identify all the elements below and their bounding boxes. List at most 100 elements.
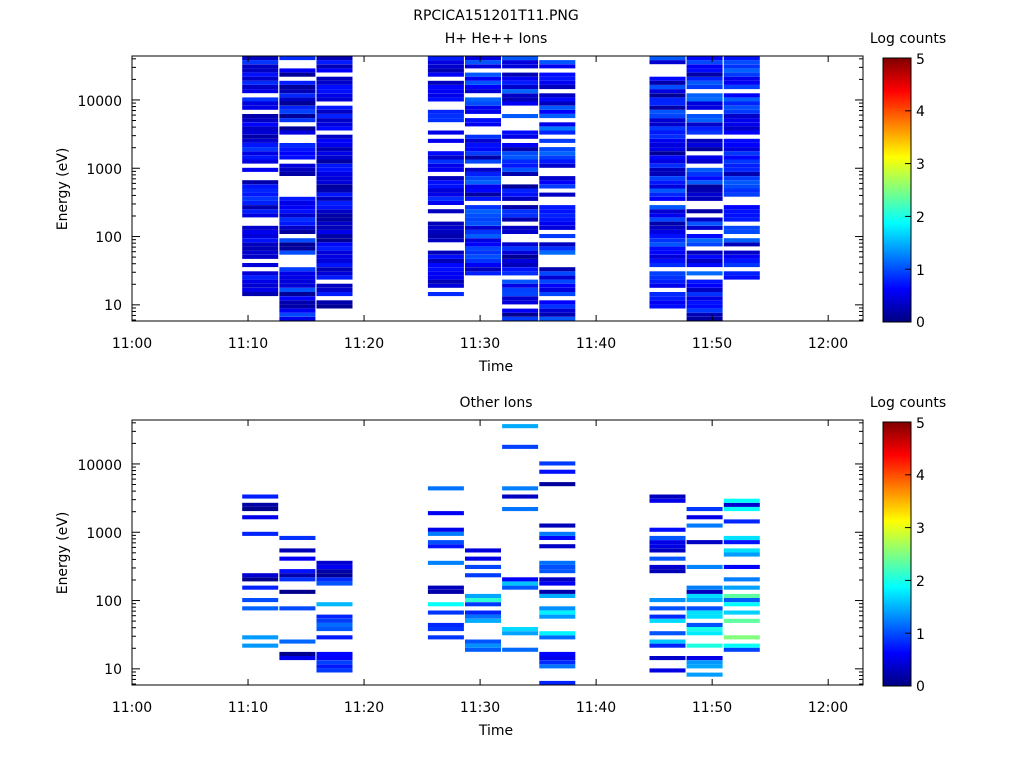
heatmap-cell bbox=[686, 184, 723, 189]
colorbar-tick-label: 3 bbox=[916, 157, 925, 173]
heatmap-cell bbox=[723, 225, 760, 230]
heatmap-cell bbox=[242, 101, 279, 106]
heatmap-cell bbox=[686, 300, 723, 305]
heatmap-cell bbox=[316, 221, 353, 226]
heatmap-cell bbox=[502, 296, 539, 301]
heatmap-cell bbox=[649, 213, 686, 218]
heatmap-cell bbox=[242, 507, 279, 512]
x-axis-label: Time bbox=[478, 359, 513, 375]
heatmap-cell bbox=[649, 292, 686, 297]
heatmap-cell bbox=[539, 221, 576, 226]
heatmap-cell bbox=[242, 85, 279, 90]
heatmap-cell bbox=[279, 109, 316, 114]
heatmap-cell bbox=[242, 606, 279, 611]
heatmap-cell bbox=[427, 221, 464, 226]
heatmap-cell bbox=[649, 130, 686, 135]
heatmap-cell bbox=[649, 527, 686, 532]
heatmap-cell bbox=[242, 134, 279, 139]
heatmap-cell bbox=[723, 85, 760, 90]
heatmap-cell bbox=[502, 76, 539, 81]
heatmap-cell bbox=[649, 225, 686, 230]
heatmap-cell bbox=[649, 209, 686, 214]
heatmap-cell bbox=[242, 275, 279, 280]
heatmap-cell bbox=[242, 89, 279, 94]
heatmap-cell bbox=[539, 64, 576, 69]
heatmap-cell bbox=[465, 147, 501, 152]
heatmap-cell bbox=[242, 234, 279, 239]
heatmap-cell bbox=[242, 585, 279, 590]
heatmap-cell bbox=[427, 138, 464, 143]
heatmap-cell bbox=[723, 188, 760, 193]
heatmap-cell bbox=[502, 631, 539, 636]
colorbar-tick-label: 1 bbox=[916, 263, 925, 279]
heatmap-cell bbox=[723, 507, 760, 512]
heatmap-cell bbox=[316, 660, 353, 665]
heatmap-cell bbox=[686, 126, 723, 131]
heatmap-cell bbox=[316, 97, 353, 102]
heatmap-cell bbox=[242, 155, 279, 160]
heatmap-cell bbox=[465, 258, 501, 263]
heatmap-cell bbox=[427, 531, 464, 536]
heatmap-cell bbox=[242, 151, 279, 156]
heatmap-cell bbox=[242, 205, 279, 210]
heatmap-cell bbox=[316, 569, 353, 574]
heatmap-cell bbox=[316, 184, 353, 189]
heatmap-cell bbox=[649, 656, 686, 661]
heatmap-cell bbox=[279, 548, 316, 553]
heatmap-cell bbox=[242, 246, 279, 251]
heatmap-cell bbox=[502, 258, 539, 263]
heatmap-cell bbox=[279, 155, 316, 160]
heatmap-cell bbox=[649, 300, 686, 305]
heatmap-cell bbox=[427, 602, 464, 607]
x-tick-label: 11:20 bbox=[344, 700, 384, 716]
heatmap-cell bbox=[649, 263, 686, 268]
heatmap-cell bbox=[465, 618, 501, 623]
heatmap-cell bbox=[427, 97, 464, 102]
heatmap-cell bbox=[686, 225, 723, 230]
heatmap-cell bbox=[242, 598, 279, 603]
heatmap-cell bbox=[649, 76, 686, 81]
heatmap-cell bbox=[649, 598, 686, 603]
heatmap-cell bbox=[539, 126, 576, 131]
heatmap-cell bbox=[686, 660, 723, 665]
heatmap-cell bbox=[279, 200, 316, 205]
heatmap-cell bbox=[279, 569, 316, 574]
heatmap-cell bbox=[465, 213, 501, 218]
heatmap-cell bbox=[649, 614, 686, 619]
heatmap-cell bbox=[539, 250, 576, 255]
heatmap-cell bbox=[539, 114, 576, 119]
heatmap-cell bbox=[723, 147, 760, 152]
heatmap-cell bbox=[539, 606, 576, 611]
heatmap-cell bbox=[427, 544, 464, 549]
heatmap-cell bbox=[723, 610, 760, 615]
heatmap-cell bbox=[686, 271, 723, 276]
heatmap-cell bbox=[649, 242, 686, 247]
heatmap-cell bbox=[427, 292, 464, 297]
x-tick-label: 11:40 bbox=[576, 700, 616, 716]
heatmap-cell bbox=[686, 564, 723, 569]
heatmap-cell bbox=[502, 171, 539, 176]
heatmap-cell bbox=[242, 180, 279, 185]
heatmap-cell bbox=[316, 151, 353, 156]
heatmap-cell bbox=[539, 151, 576, 156]
heatmap-cell bbox=[686, 68, 723, 73]
heatmap-cell bbox=[502, 213, 539, 218]
heatmap-cell bbox=[316, 651, 353, 656]
heatmap-cell bbox=[427, 196, 464, 201]
heatmap-cell bbox=[465, 254, 501, 259]
heatmap-cell bbox=[539, 97, 576, 102]
heatmap-cell bbox=[316, 147, 353, 152]
heatmap-cell bbox=[316, 213, 353, 218]
heatmap-cell bbox=[465, 56, 501, 61]
heatmap-cell bbox=[539, 130, 576, 135]
heatmap-cell bbox=[427, 159, 464, 164]
heatmap-cell bbox=[686, 593, 723, 598]
heatmap-cell bbox=[242, 196, 279, 201]
heatmap-cell bbox=[502, 143, 539, 148]
heatmap-cell bbox=[686, 598, 723, 603]
heatmap-cell bbox=[427, 250, 464, 255]
heatmap-cell bbox=[723, 184, 760, 189]
heatmap-cell bbox=[649, 163, 686, 168]
heatmap-cell bbox=[723, 122, 760, 127]
heatmap-cell bbox=[649, 271, 686, 276]
